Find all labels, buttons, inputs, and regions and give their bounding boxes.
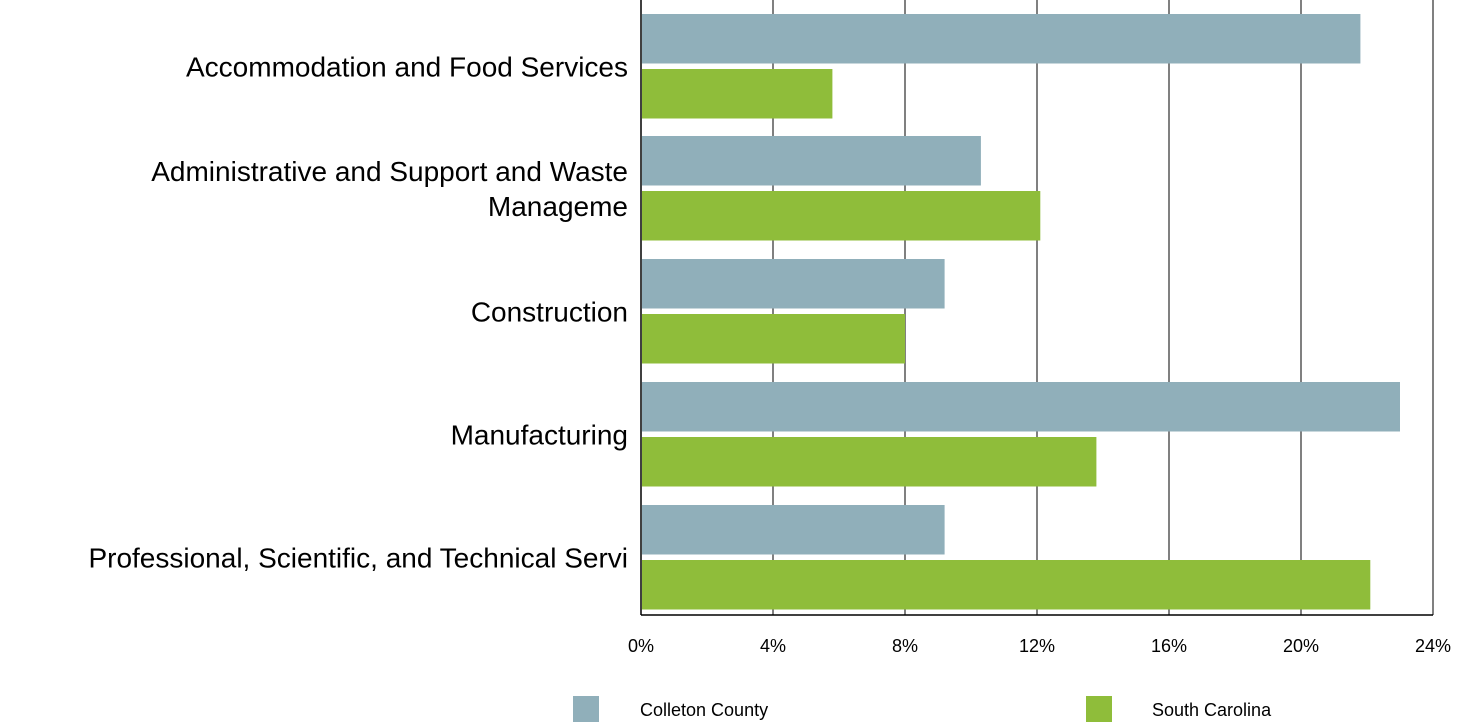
bars: [642, 14, 1400, 610]
legend: Colleton County South Carolina: [573, 696, 1272, 722]
x-tick-label: 16%: [1151, 636, 1187, 656]
category-labels: Accommodation and Food Services Administr…: [88, 51, 628, 573]
x-tick-label: 20%: [1283, 636, 1319, 656]
legend-label: Colleton County: [640, 700, 768, 720]
legend-swatch: [1086, 696, 1112, 722]
x-tick-label: 12%: [1019, 636, 1055, 656]
x-tick-label: 0%: [628, 636, 654, 656]
category-label: Construction: [471, 296, 628, 327]
bar: [642, 560, 1371, 610]
bar: [642, 69, 833, 119]
x-tick-label: 24%: [1415, 636, 1451, 656]
bar: [642, 259, 945, 309]
bar: [642, 14, 1361, 64]
category-label: Accommodation and Food Services: [186, 51, 628, 82]
category-label: Professional, Scientific, and Technical …: [88, 542, 628, 573]
bar: [642, 191, 1041, 241]
legend-swatch: [573, 696, 599, 722]
category-label: Administrative and Support and Waste: [151, 156, 628, 187]
x-tick-label: 4%: [760, 636, 786, 656]
category-label: Manageme: [488, 191, 628, 222]
bar: [642, 505, 945, 555]
bar: [642, 437, 1097, 487]
bar: [642, 382, 1400, 432]
x-tick-label: 8%: [892, 636, 918, 656]
axes: [640, 0, 1433, 616]
bar: [642, 136, 981, 186]
x-tick-labels: 0% 4% 8% 12% 16% 20% 24%: [628, 636, 1451, 656]
bar: [642, 314, 905, 364]
legend-label: South Carolina: [1152, 700, 1272, 720]
category-label: Manufacturing: [451, 419, 628, 450]
